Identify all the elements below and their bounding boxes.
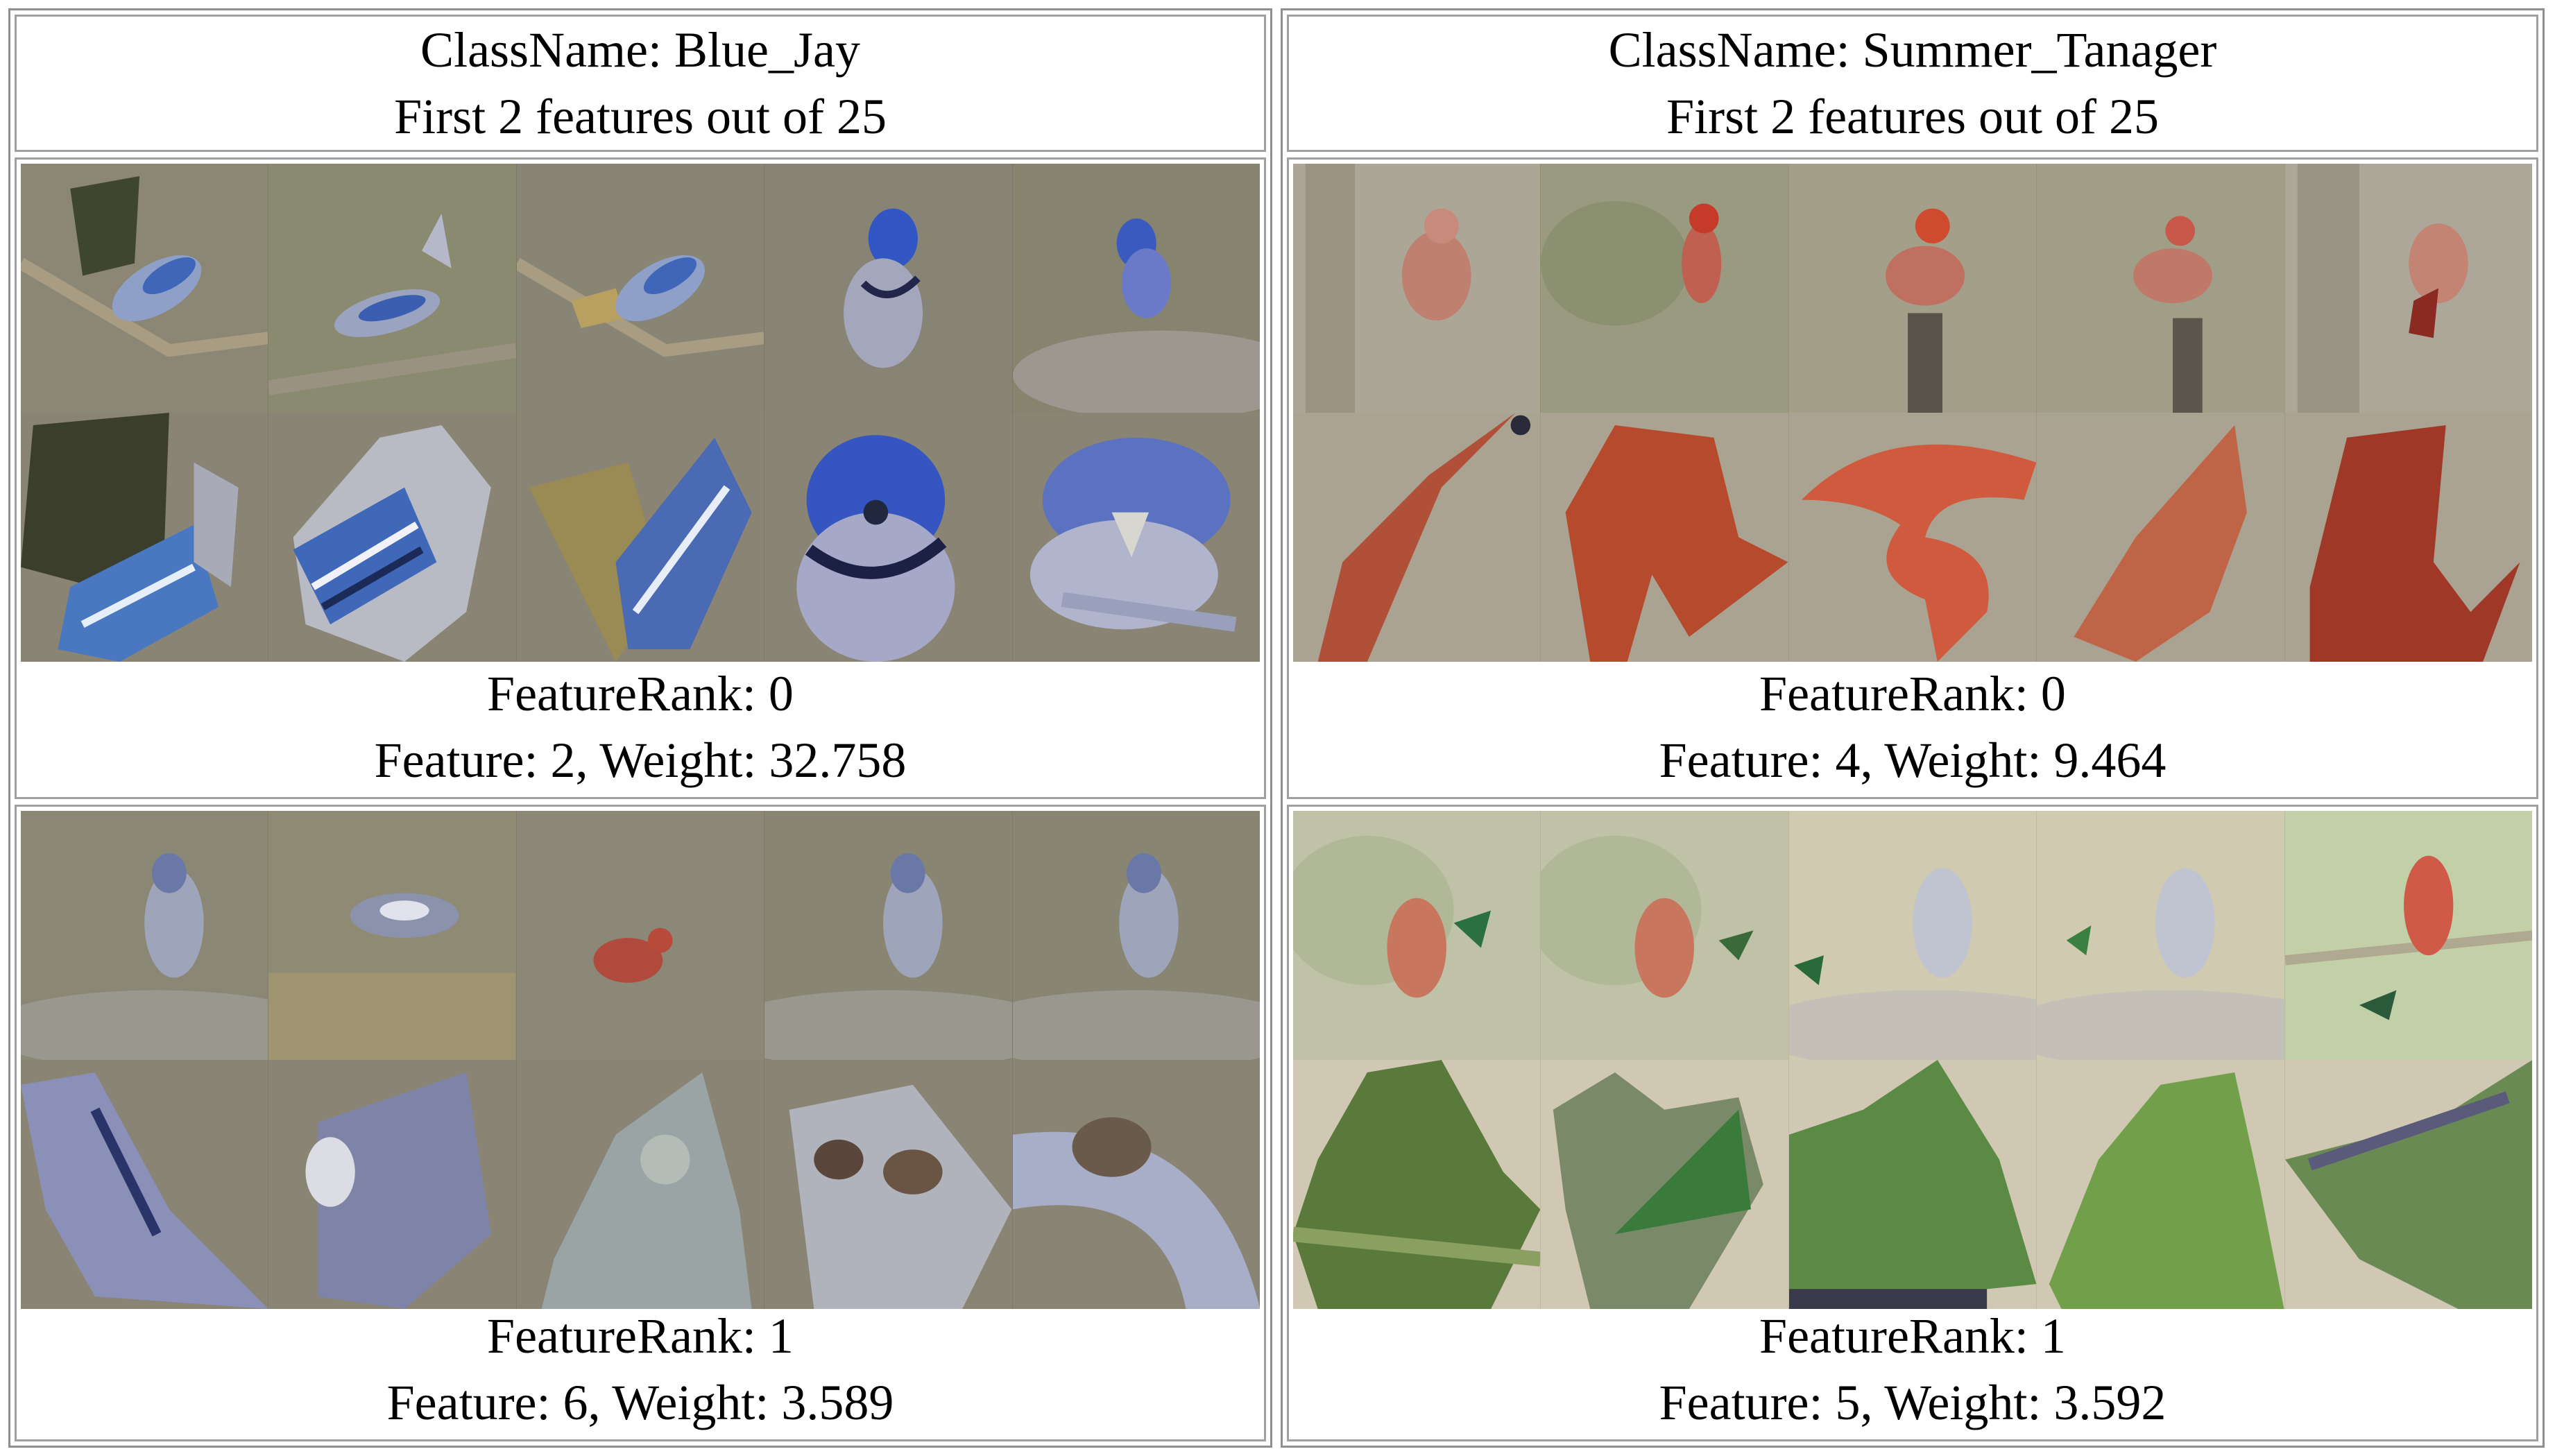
context-image <box>2036 164 2284 413</box>
feature-caption: FeatureRank: 1 Feature: 5, Weight: 3.592 <box>1289 1303 2536 1435</box>
class-panel-summer-tanager: ClassName: Summer_Tanager First 2 featur… <box>1281 8 2545 1448</box>
patch-image-row <box>1293 413 2532 662</box>
feature-cell-rank-1: FeatureRank: 1 Feature: 6, Weight: 3.589 <box>15 805 1266 1441</box>
feature-patch <box>1293 1060 1541 1309</box>
context-image <box>1540 811 1788 1060</box>
feature-patch <box>21 413 268 662</box>
context-image <box>268 811 516 1060</box>
context-image <box>1011 164 1260 413</box>
context-image <box>1540 164 1788 413</box>
class-name-label: ClassName: Summer_Tanager <box>1608 22 2217 78</box>
patch-image-row <box>21 1060 1260 1309</box>
feature-caption: FeatureRank: 0 Feature: 2, Weight: 32.75… <box>17 661 1264 793</box>
context-image <box>2036 811 2284 1060</box>
context-image <box>21 164 268 413</box>
panel-header: ClassName: Summer_Tanager First 2 featur… <box>1287 15 2538 152</box>
context-image <box>764 811 1012 1060</box>
feature-caption: FeatureRank: 0 Feature: 4, Weight: 9.464 <box>1289 661 2536 793</box>
feature-rank-label: FeatureRank: 1 <box>1759 1308 2066 1364</box>
feature-patch <box>515 413 764 662</box>
feature-patch <box>2036 413 2284 662</box>
context-image <box>1788 811 2037 1060</box>
feature-patch <box>1011 413 1260 662</box>
feature-weight-label: Feature: 4, Weight: 9.464 <box>1659 733 2167 788</box>
context-image <box>1293 164 1541 413</box>
feature-patch <box>1788 1060 2037 1309</box>
feature-cell-rank-0: FeatureRank: 0 Feature: 2, Weight: 32.75… <box>15 157 1266 799</box>
feature-rank-label: FeatureRank: 0 <box>1759 666 2066 721</box>
context-image <box>21 811 268 1060</box>
feature-patch <box>1011 1060 1260 1309</box>
feature-patch <box>1540 1060 1788 1309</box>
context-image-row <box>21 811 1260 1060</box>
context-image <box>515 164 764 413</box>
feature-patch <box>21 1060 268 1309</box>
features-subtitle: First 2 features out of 25 <box>1666 89 2159 144</box>
feature-patch <box>2284 413 2532 662</box>
class-name-label: ClassName: Blue_Jay <box>420 22 860 78</box>
feature-rank-label: FeatureRank: 1 <box>487 1308 794 1364</box>
context-image <box>1293 811 1541 1060</box>
feature-patch <box>2284 1060 2532 1309</box>
feature-patch <box>2036 1060 2284 1309</box>
feature-weight-label: Feature: 6, Weight: 3.589 <box>386 1375 894 1430</box>
feature-image-grid <box>21 164 1260 662</box>
feature-weight-label: Feature: 2, Weight: 32.758 <box>374 733 907 788</box>
class-panel-blue-jay: ClassName: Blue_Jay First 2 features out… <box>8 8 1272 1448</box>
feature-caption: FeatureRank: 1 Feature: 6, Weight: 3.589 <box>17 1303 1264 1435</box>
context-image <box>515 811 764 1060</box>
patch-image-row <box>21 413 1260 662</box>
feature-patch <box>764 1060 1012 1309</box>
context-image-row <box>21 164 1260 413</box>
feature-image-grid <box>21 811 1260 1309</box>
context-image <box>1011 811 1260 1060</box>
feature-image-grid <box>1293 811 2532 1309</box>
context-image <box>764 164 1012 413</box>
feature-patch <box>1293 413 1540 662</box>
features-subtitle: First 2 features out of 25 <box>394 89 887 144</box>
feature-patch <box>1540 413 1788 662</box>
feature-patch <box>764 413 1011 662</box>
feature-weight-label: Feature: 5, Weight: 3.592 <box>1659 1375 2167 1430</box>
feature-rank-label: FeatureRank: 0 <box>487 666 794 721</box>
feature-image-grid <box>1293 164 2532 662</box>
feature-cell-rank-1: FeatureRank: 1 Feature: 5, Weight: 3.592 <box>1287 805 2538 1441</box>
feature-patch <box>1788 413 2037 662</box>
patch-image-row <box>1293 1060 2532 1309</box>
feature-patch <box>268 413 515 662</box>
context-image-row <box>1293 164 2532 413</box>
feature-patch <box>268 1060 515 1309</box>
panel-header: ClassName: Blue_Jay First 2 features out… <box>15 15 1266 152</box>
feature-cell-rank-0: FeatureRank: 0 Feature: 4, Weight: 9.464 <box>1287 157 2538 799</box>
context-image-row <box>1293 811 2532 1060</box>
context-image <box>2284 164 2532 413</box>
context-image <box>1788 164 2037 413</box>
context-image <box>2284 811 2532 1060</box>
feature-patch <box>515 1060 764 1309</box>
context-image <box>268 164 516 413</box>
